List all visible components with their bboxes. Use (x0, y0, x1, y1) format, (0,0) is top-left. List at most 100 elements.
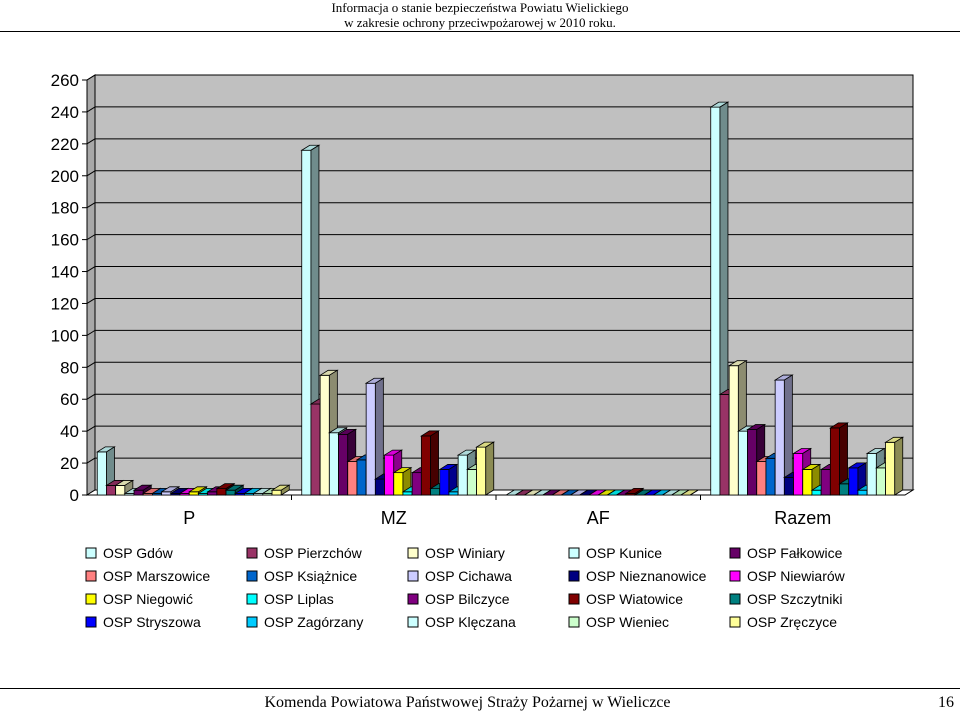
legend-label: OSP Niewiarów (747, 568, 846, 584)
footer-divider (0, 688, 960, 689)
bar-front (115, 485, 126, 496)
gridline-side-8 (86, 234, 96, 241)
y-tick-label-3: 60 (60, 390, 79, 409)
bar-front (188, 491, 199, 496)
gridline-side-2 (86, 425, 96, 432)
legend-item-0: OSP Gdów (85, 545, 174, 561)
legend-item-4: OSP Fałkowice (729, 545, 843, 561)
legend-item-17: OSP Klęczana (407, 614, 516, 630)
gridline-side-11 (86, 138, 96, 145)
legend-label: OSP Marszowice (103, 568, 210, 584)
bar-front (96, 451, 107, 496)
bar-front (466, 469, 477, 496)
legend-label: OSP Nieznanowice (586, 568, 707, 584)
y-tick-label-11: 220 (51, 135, 79, 154)
gridline-side-13 (86, 74, 96, 81)
bar-front (161, 491, 172, 496)
y-tick-label-5: 100 (51, 326, 79, 345)
legend-swatch (85, 593, 97, 605)
legend-swatch (568, 616, 580, 628)
page-header: Informacja o stanie bezpieczeństwa Powia… (0, 0, 960, 30)
y-tick-label-10: 200 (51, 167, 79, 186)
legend-item-6: OSP Książnice (246, 568, 357, 584)
gridline-side-10 (86, 170, 96, 177)
legend-item-15: OSP Stryszowa (85, 614, 201, 630)
legend-swatch (246, 616, 258, 628)
page-footer: Komenda Powiatowa Państwowej Straży Poża… (0, 690, 960, 714)
gridline-side-6 (86, 298, 96, 304)
category-label-2: AF (587, 508, 610, 528)
bar-front (411, 472, 422, 496)
legend-item-18: OSP Wieniec (568, 614, 669, 630)
bar-front (811, 489, 822, 496)
legend-label: OSP Wiatowice (586, 591, 683, 607)
legend-label: OSP Kunice (586, 545, 662, 561)
bar-front (328, 432, 339, 496)
legend-item-11: OSP Liplas (246, 591, 334, 607)
legend-label: OSP Fałkowice (747, 545, 843, 561)
bar-0-2 (114, 479, 135, 496)
legend-swatch (729, 547, 741, 559)
bar-front (710, 106, 721, 496)
bar-front (216, 488, 227, 496)
bar-1-7 (364, 377, 385, 496)
x-axis-categories: P MZ AF Razem (183, 495, 831, 528)
legend-swatch (85, 616, 97, 628)
bar-front (848, 467, 859, 496)
y-tick-label-13: 260 (51, 71, 79, 90)
bar-1-15 (438, 463, 459, 496)
header-divider (0, 31, 960, 32)
legend-swatch (246, 593, 258, 605)
bar-front (365, 382, 376, 496)
gridline-side-9 (86, 202, 96, 209)
bars (95, 101, 905, 496)
bar-front (829, 427, 840, 496)
legend-item-3: OSP Kunice (568, 545, 662, 561)
legend-swatch (729, 616, 741, 628)
bar-0-19 (270, 484, 291, 496)
bar-front (225, 489, 236, 496)
legend-swatch (85, 570, 97, 582)
legend-swatch (568, 593, 580, 605)
legend-swatch (246, 547, 258, 559)
legend-swatch (407, 547, 419, 559)
legend-swatch (85, 547, 97, 559)
bar-2-19 (679, 489, 700, 496)
header-line-2: w zakresie ochrony przeciwpożarowej w 20… (344, 15, 616, 30)
bar-1-19 (475, 441, 496, 496)
bar-front (820, 469, 831, 496)
bar-front (439, 469, 450, 496)
bar-front (885, 441, 896, 496)
bar-front (301, 149, 312, 496)
legend-item-7: OSP Cichawa (407, 568, 512, 584)
bar-front (783, 477, 794, 496)
bar-side (690, 489, 699, 496)
bar-front (866, 453, 877, 496)
bar-3-7 (773, 374, 794, 496)
bar-front (756, 461, 767, 496)
plot-side-wall (86, 74, 96, 496)
bar-front (338, 433, 349, 496)
gridline-side-3 (86, 393, 96, 400)
legend-item-9: OSP Niewiarów (729, 568, 846, 584)
legend-label: OSP Gdów (103, 545, 174, 561)
bar-front (802, 469, 813, 496)
legend-label: OSP Wieniec (586, 614, 669, 630)
bar-front (393, 472, 404, 496)
bar-side (485, 441, 495, 496)
bar-front (106, 485, 117, 496)
bar-front (719, 394, 730, 496)
bar-front (774, 379, 785, 496)
legend-label: OSP Książnice (264, 568, 357, 584)
bar-2-13 (624, 487, 645, 496)
legend-label: OSP Pierzchów (264, 545, 363, 561)
y-tick-label-6: 120 (51, 294, 79, 313)
header-line-1: Informacja o stanie bezpieczeństwa Powia… (331, 0, 629, 15)
bar-front (476, 446, 487, 496)
legend-swatch (568, 570, 580, 582)
legend-swatch (407, 616, 419, 628)
legend-item-2: OSP Winiary (407, 545, 505, 561)
bar-front (133, 489, 144, 496)
y-tick-label-9: 180 (51, 199, 79, 218)
bar-front (347, 461, 358, 496)
